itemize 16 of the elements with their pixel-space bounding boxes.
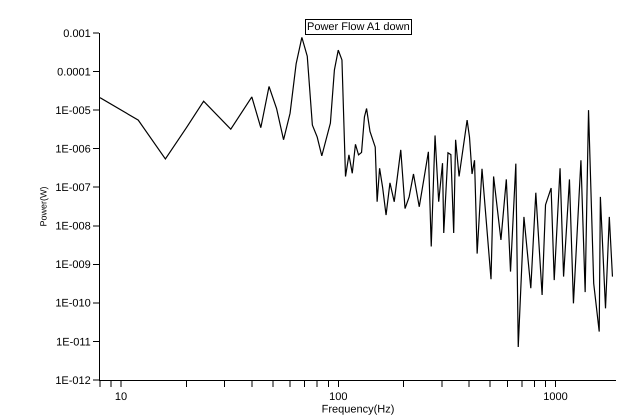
y-tick-label: 1E-010: [55, 298, 91, 310]
y-axis-title: Power(W): [38, 186, 49, 226]
y-tick-label: 1E-005: [55, 104, 91, 117]
x-tick-label: 1000: [543, 391, 568, 404]
y-tick-label: 1E-009: [55, 259, 91, 272]
x-tick-label: 100: [329, 391, 348, 404]
y-tick-label: 1E-007: [55, 182, 91, 194]
y-tick-label: 1E-011: [56, 336, 91, 348]
x-axis-title: Frequency(Hz): [322, 403, 394, 416]
y-tick-label: 0.0001: [57, 66, 91, 78]
y-tick-label: 1E-012: [55, 374, 91, 387]
chart-title: Power Flow A1 down: [307, 21, 410, 33]
y-tick-label: 0.001: [63, 28, 91, 40]
x-tick-label: 10: [114, 391, 128, 404]
y-tick-label: 1E-006: [55, 144, 91, 156]
y-tick-label: 1E-008: [55, 220, 91, 233]
